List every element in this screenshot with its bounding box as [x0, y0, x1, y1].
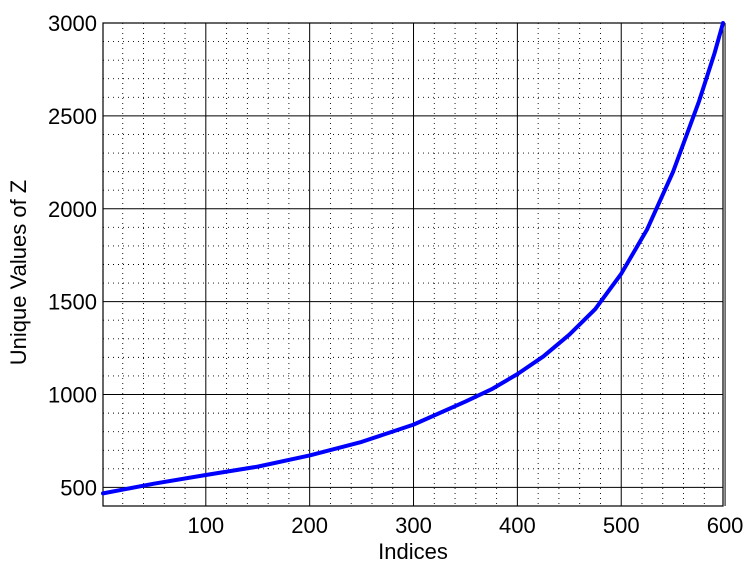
- y-tick-label: 2500: [48, 104, 97, 129]
- y-tick-labels: 500 1000 1500 2000 2500 3000: [48, 11, 97, 500]
- series-layer: [101, 21, 725, 496]
- plot-frame: [102, 22, 724, 507]
- y-tick-label: 3000: [48, 11, 97, 36]
- x-axis-title: Indices: [378, 539, 448, 564]
- x-tick-label: 500: [603, 513, 640, 538]
- x-tick-label: 100: [187, 513, 224, 538]
- x-tick-labels: 100 200 300 400 500 600: [187, 513, 743, 538]
- x-tick-label: 200: [291, 513, 328, 538]
- y-tick-label: 1500: [48, 290, 97, 315]
- x-tick-label: 300: [395, 513, 432, 538]
- y-axis-title: Unique Values of Z: [6, 180, 31, 365]
- y-tick-label: 500: [60, 475, 97, 500]
- x-tick-label: 400: [499, 513, 536, 538]
- y-tick-label: 1000: [48, 383, 97, 408]
- y-tick-label: 2000: [48, 197, 97, 222]
- series-line: [101, 21, 725, 496]
- x-tick-label: 600: [707, 513, 744, 538]
- major-grid: [103, 22, 726, 506]
- minor-grid: [103, 23, 723, 506]
